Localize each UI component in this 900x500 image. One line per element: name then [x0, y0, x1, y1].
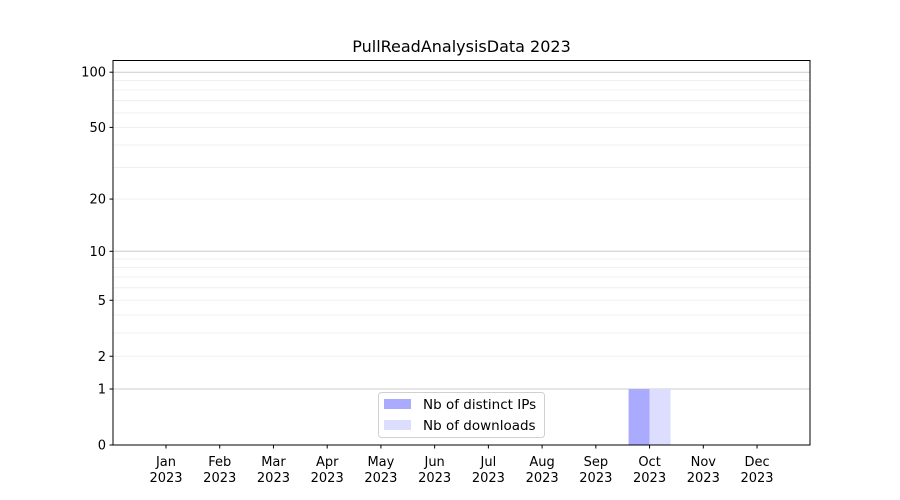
x-tick-label-line: Dec	[744, 455, 769, 470]
y-tick-label: 0	[98, 439, 106, 454]
bar-downloads	[649, 389, 671, 445]
x-tick-label-line: 2023	[579, 471, 612, 486]
x-tick-label: Mar 2023	[257, 455, 290, 486]
x-tick-label-line: Oct	[638, 455, 660, 470]
x-tick-label-line: 2023	[149, 471, 182, 486]
x-tick-label-line: 2023	[203, 471, 236, 486]
x-tick-label: Sep 2023	[579, 455, 612, 486]
y-tick-label: 20	[89, 193, 106, 208]
legend-label: Nb of distinct IPs	[423, 397, 536, 413]
chart-title: PullReadAnalysisData 2023	[352, 37, 571, 56]
x-tick-label-line: Jul	[480, 455, 497, 470]
x-tick-label-line: Jan	[155, 455, 176, 470]
legend: Nb of distinct IPs Nb of downloads	[378, 392, 545, 438]
x-tick-label: Dec 2023	[740, 455, 773, 486]
legend-swatch	[384, 420, 411, 430]
y-tick-label: 10	[89, 245, 106, 260]
x-tick-label: Apr 2023	[311, 455, 344, 486]
x-tick-label-line: Nov	[691, 455, 717, 470]
x-tick-label-line: 2023	[472, 471, 505, 486]
x-tick-label-line: 2023	[311, 471, 344, 486]
x-tick-label: Jun 2023	[418, 455, 451, 486]
y-tick-label: 50	[89, 121, 106, 136]
y-tick-label: 2	[98, 350, 106, 365]
x-tick-label-line: Sep	[584, 455, 609, 470]
x-tick-label: Oct 2023	[633, 455, 666, 486]
y-tick-label: 5	[98, 294, 106, 309]
x-tick-label: Feb 2023	[203, 455, 236, 486]
x-tick-label-line: 2023	[687, 471, 720, 486]
x-tick-label-line: Aug	[529, 455, 554, 470]
grid	[113, 71, 810, 390]
bars	[628, 389, 671, 445]
x-tick-label-line: 2023	[526, 471, 559, 486]
x-tick-label-line: 2023	[418, 471, 451, 486]
x-tick-label-line: Apr	[316, 455, 339, 470]
x-tick-label-line: Mar	[261, 455, 286, 470]
x-tick-label-line: 2023	[740, 471, 773, 486]
x-tick-label-line: 2023	[257, 471, 290, 486]
x-tick-label-line: 2023	[633, 471, 666, 486]
x-tick-label-line: Feb	[208, 455, 231, 470]
legend-swatch	[384, 399, 411, 409]
x-tick-label: May 2023	[364, 455, 397, 486]
legend-box	[378, 392, 545, 438]
x-tick-label-line: 2023	[364, 471, 397, 486]
x-tick-label-line: May	[367, 455, 394, 470]
y-tick-label: 100	[81, 66, 106, 81]
x-tick-label: Aug 2023	[526, 455, 559, 486]
plot-frame	[112, 60, 811, 446]
x-tick-label: Jul 2023	[472, 455, 505, 486]
x-tick-label: Jan 2023	[149, 455, 182, 486]
legend-label: Nb of downloads	[423, 418, 536, 434]
y-tick-label: 1	[98, 383, 106, 398]
x-tick-label: Nov 2023	[687, 455, 720, 486]
x-tick-label-line: Jun	[423, 455, 444, 470]
bar-distinct-ips	[628, 389, 650, 445]
y-axis: 0 1 2 5 10 20 50 100	[81, 66, 113, 454]
